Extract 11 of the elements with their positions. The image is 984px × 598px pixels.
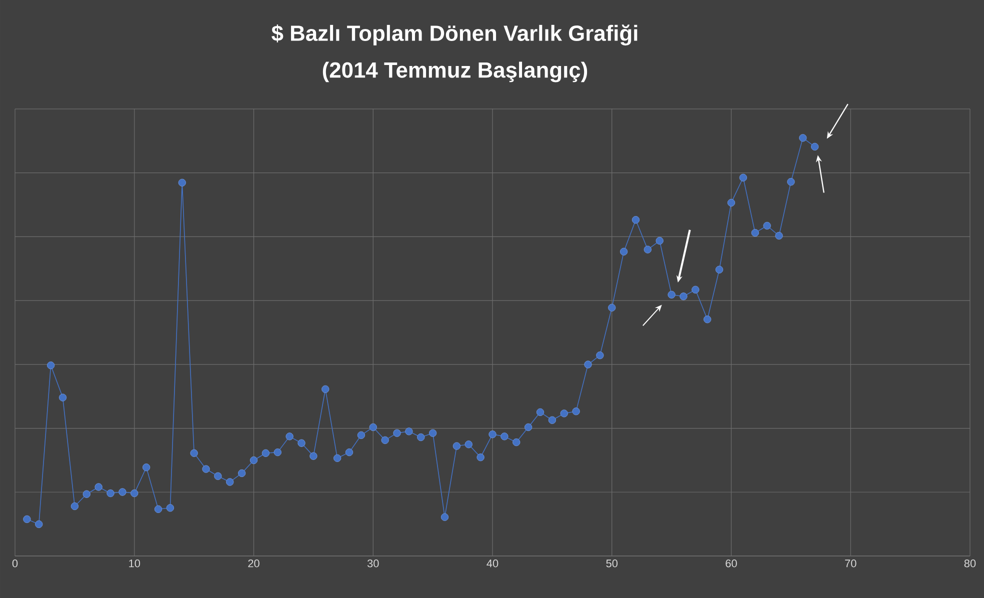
x-tick-label: 20	[248, 560, 260, 568]
x-tick-label: 50	[606, 560, 618, 568]
x-tick-label: 70	[845, 560, 856, 568]
x-tick-label: 40	[486, 560, 498, 568]
x-tick-label: 60	[726, 560, 737, 568]
chart-title: $ Bazlı Toplam Dönen Varlık Grafiği	[272, 24, 638, 46]
x-tick-label: 0	[12, 560, 18, 568]
chart-subtitle: (2014 Temmuz Başlangıç)	[322, 62, 588, 82]
x-tick-label: 80	[964, 560, 976, 568]
x-tick-label: 10	[129, 560, 140, 568]
x-tick-label: 30	[367, 560, 379, 568]
